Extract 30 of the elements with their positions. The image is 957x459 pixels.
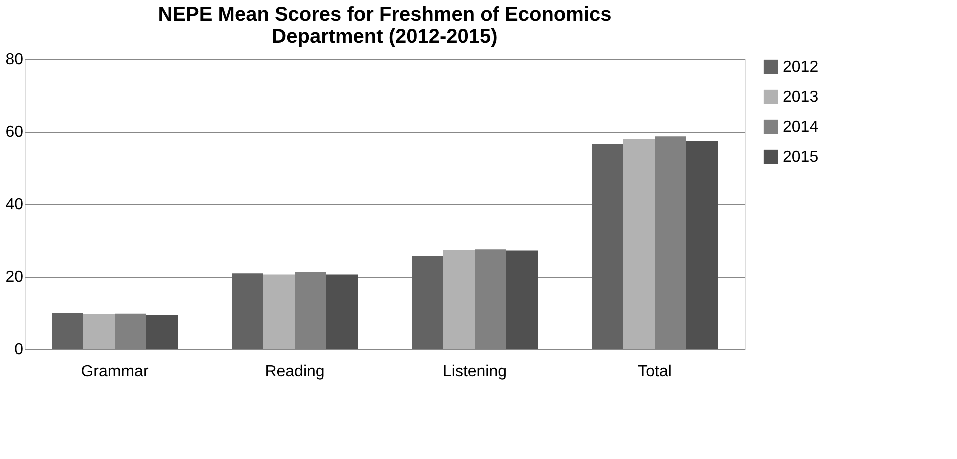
bar [326, 274, 358, 349]
bar [146, 315, 178, 349]
y-tick-label: 80 [6, 52, 24, 68]
x-tick-label: Total [638, 364, 672, 380]
bar [655, 136, 686, 349]
bar [475, 250, 506, 349]
bar [506, 250, 538, 349]
bar [52, 313, 84, 349]
bar [264, 274, 295, 349]
y-tick-label: 20 [6, 269, 24, 286]
legend-label: 2015 [783, 149, 819, 166]
bar [84, 314, 115, 349]
bar [295, 272, 326, 349]
x-tick-label: Listening [442, 364, 508, 380]
x-tick-label: Reading [265, 364, 325, 380]
bar [115, 314, 146, 349]
bar [686, 141, 718, 349]
legend-label: 2013 [783, 89, 819, 106]
legend-label: 2014 [783, 119, 819, 136]
bar [412, 256, 444, 349]
chart-title: NEPE Mean Scores for Freshmen of Economics Department (2012-2015) [158, 4, 612, 48]
legend-label: 2012 [783, 59, 819, 76]
x-tick-label: Grammar [81, 364, 150, 380]
y-tick-label: 60 [6, 124, 24, 141]
bar [232, 274, 264, 349]
bar [444, 250, 475, 349]
bar [624, 139, 655, 349]
y-tick-label: 40 [6, 196, 24, 214]
bar [592, 144, 624, 349]
y-tick-label: 0 [14, 342, 24, 358]
